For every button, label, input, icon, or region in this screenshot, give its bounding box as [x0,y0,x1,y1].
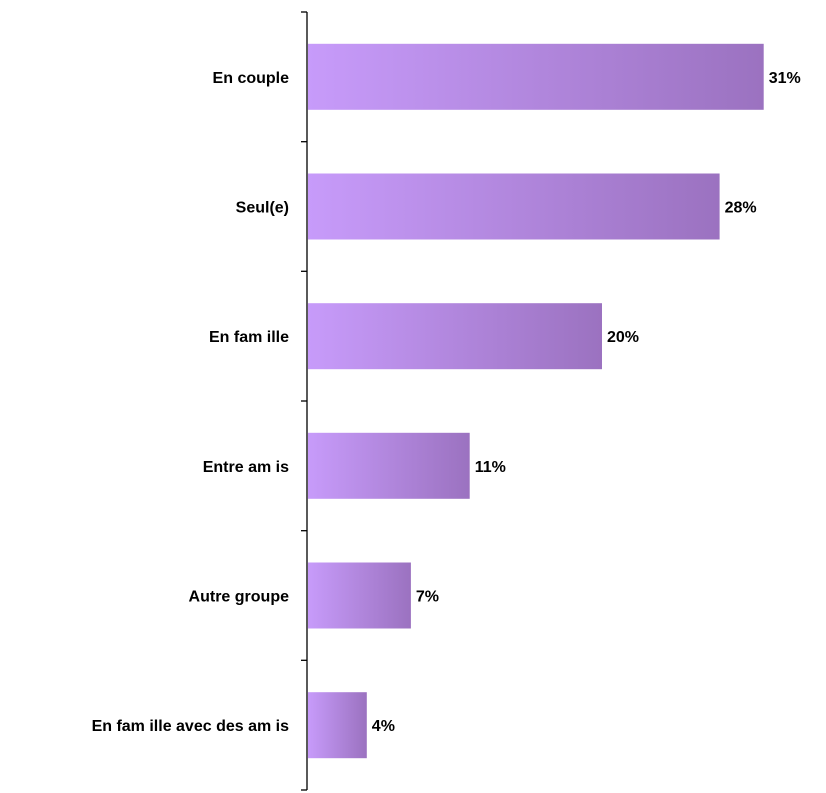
value-label: 7% [416,589,439,606]
labels-group: En couple 31% Seul(e) 28% En fam ille 20% Entr… [92,70,801,735]
bar [308,692,367,759]
category-label: Autre groupe [189,589,290,606]
category-label: En couple [213,70,290,87]
bar [308,432,470,499]
bars-group [308,43,764,759]
category-label: En fam ille avec des am is [92,718,290,735]
value-label: 28% [725,200,757,217]
bar [308,303,602,370]
value-label: 20% [607,329,639,346]
category-label: Entre am is [203,459,289,476]
y-axis [301,11,308,791]
bar [308,173,720,240]
category-label: En fam ille [209,329,289,346]
bar [308,43,764,110]
bar [308,562,411,629]
category-label: Seul(e) [236,200,289,217]
value-label: 4% [372,718,395,735]
value-label: 11% [475,459,506,476]
value-label: 31% [769,70,801,87]
